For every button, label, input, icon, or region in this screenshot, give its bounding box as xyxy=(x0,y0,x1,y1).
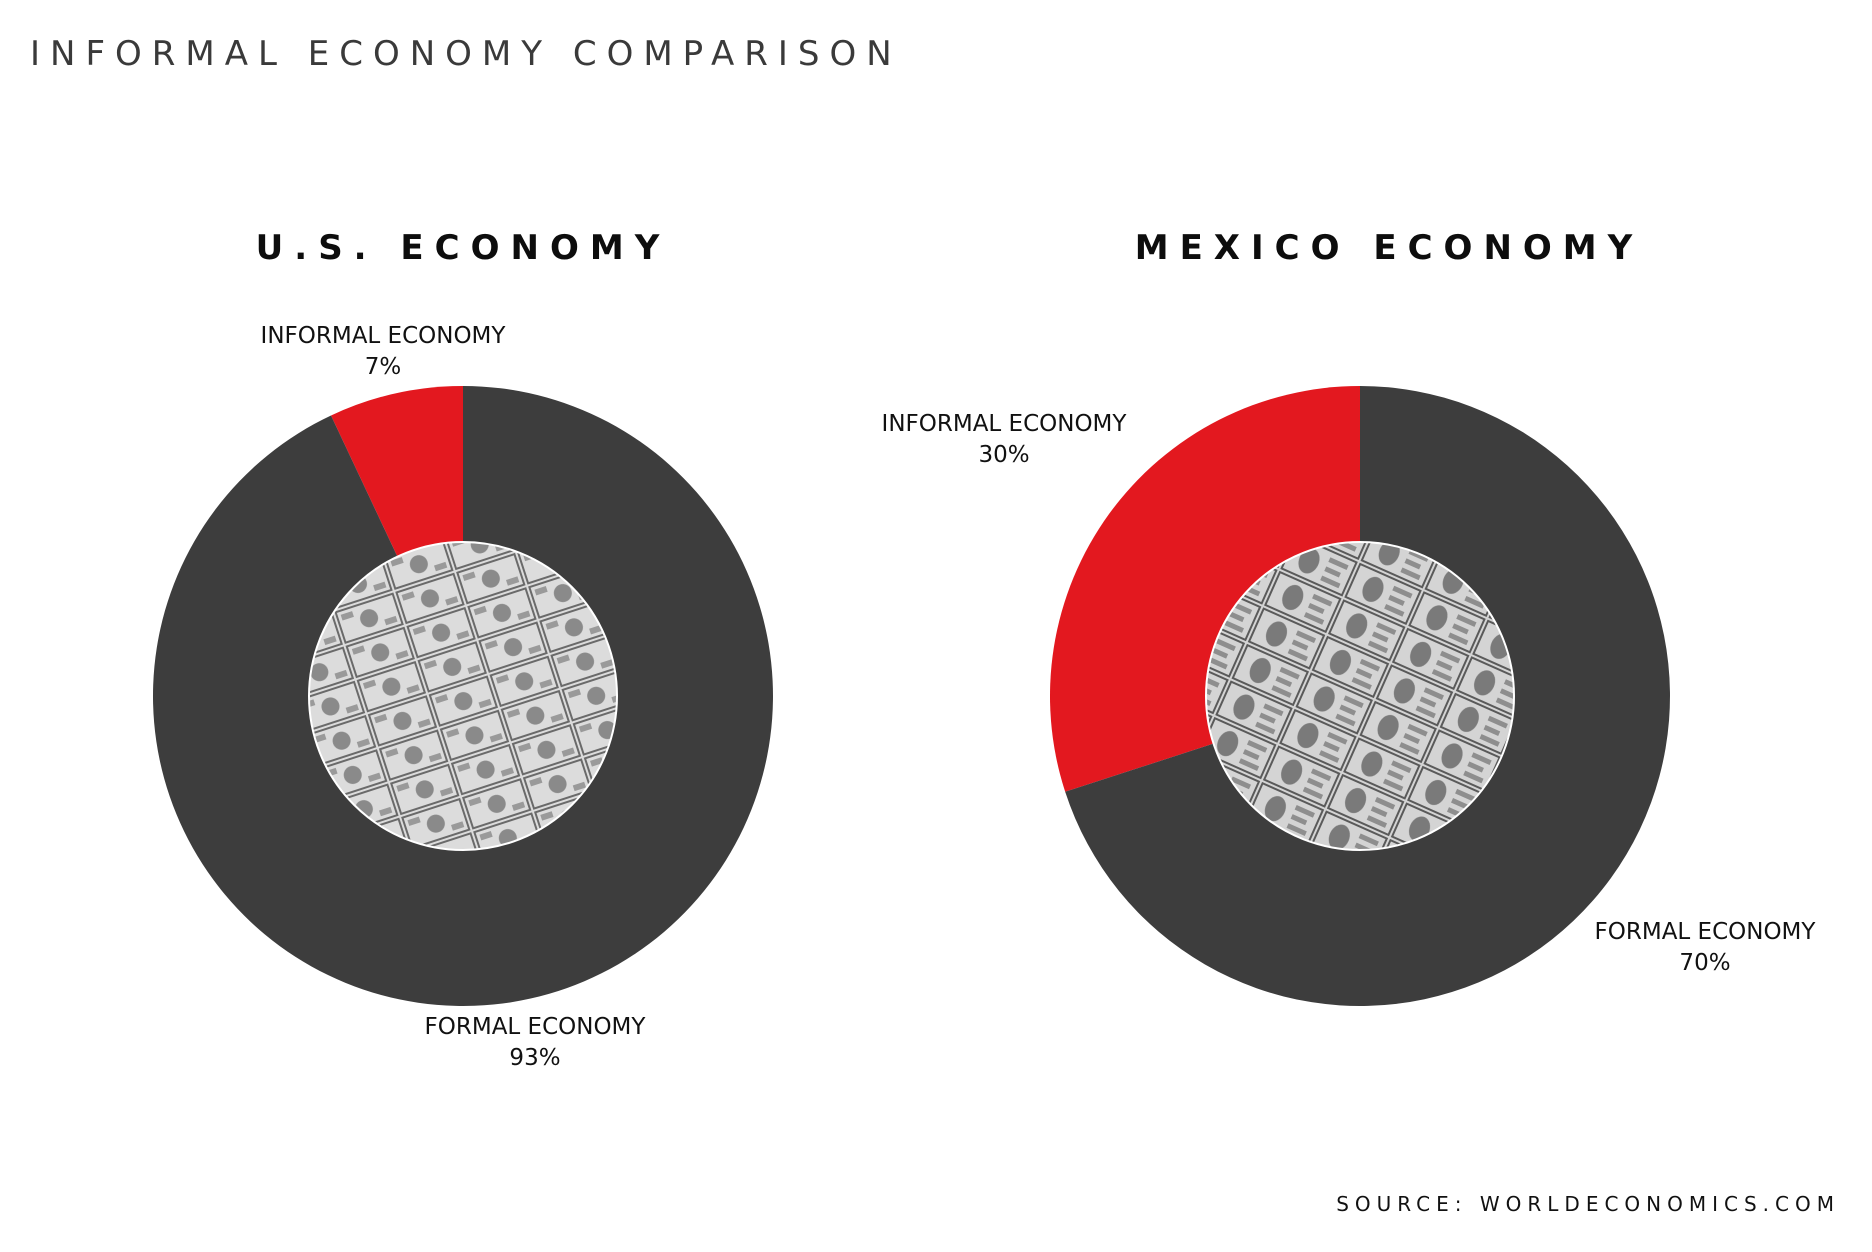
slice-label-text: FORMAL ECONOMY xyxy=(424,1014,646,1040)
slice-label-mexico-informal: INFORMAL ECONOMY 30% xyxy=(882,409,1127,471)
slice-label-text: INFORMAL ECONOMY xyxy=(260,323,506,349)
chart-title-mexico: MEXICO ECONOMY xyxy=(1134,228,1644,268)
slice-label-text: INFORMAL ECONOMY xyxy=(881,411,1127,437)
slice-label-text: FORMAL ECONOMY xyxy=(1594,919,1816,945)
us-dollar-banknotes-icon xyxy=(308,541,618,851)
peso-banknotes-icon xyxy=(1205,541,1515,851)
slice-value-text: 30% xyxy=(978,442,1030,468)
page-title: INFORMAL ECONOMY COMPARISON xyxy=(30,34,902,74)
slice-value-text: 7% xyxy=(364,354,402,380)
slice-value-text: 70% xyxy=(1679,950,1731,976)
slice-label-us-informal: INFORMAL ECONOMY 7% xyxy=(261,321,506,383)
source-note: SOURCE: WORLDECONOMICS.COM xyxy=(1336,1192,1840,1216)
slice-label-us-formal: FORMAL ECONOMY 93% xyxy=(425,1012,646,1074)
slice-value-text: 93% xyxy=(509,1045,561,1071)
chart-title-us: U.S. ECONOMY xyxy=(255,228,671,268)
slice-label-mexico-formal: FORMAL ECONOMY 70% xyxy=(1595,917,1816,979)
